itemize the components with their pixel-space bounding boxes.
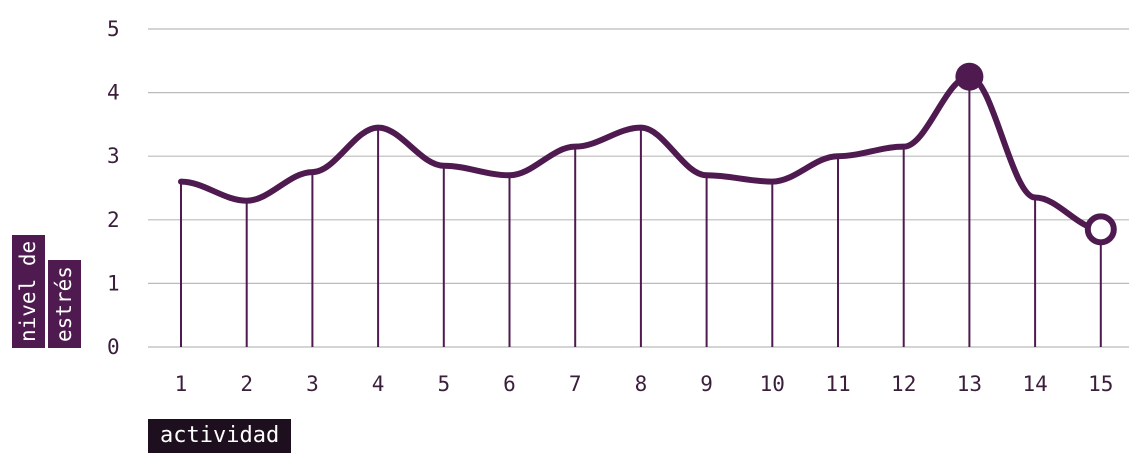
stem-lines — [180, 76, 1102, 347]
x-tick-label-13: 13 — [957, 372, 982, 396]
x-tick-label-10: 10 — [760, 372, 785, 396]
y-tick-label-5: 5 — [107, 17, 120, 41]
x-tick-label-6: 6 — [503, 372, 516, 396]
x-tick-label-5: 5 — [437, 372, 450, 396]
x-tick-label-8: 8 — [635, 372, 648, 396]
x-tick-label-15: 15 — [1088, 372, 1113, 396]
x-tick-label-1: 1 — [175, 372, 188, 396]
x-axis-ticks: 1 2 3 4 5 6 7 8 9 10 11 12 13 14 15 — [175, 372, 1114, 396]
y-tick-label-0: 0 — [107, 335, 120, 359]
y-tick-label-2: 2 — [107, 208, 120, 232]
x-axis-label: actividad — [148, 419, 292, 453]
x-tick-label-14: 14 — [1022, 372, 1047, 396]
y-axis-ticks: 0 1 2 3 4 5 — [107, 17, 120, 359]
x-tick-label-9: 9 — [700, 372, 713, 396]
y-tick-label-3: 3 — [107, 144, 120, 168]
x-tick-label-4: 4 — [372, 372, 385, 396]
point-markers — [955, 62, 1117, 246]
y-tick-label-1: 1 — [107, 271, 120, 295]
x-tick-label-7: 7 — [569, 372, 582, 396]
y-axis-label: nivel de estrés — [10, 190, 90, 350]
y-tick-label-4: 4 — [107, 81, 120, 105]
max-point-marker — [955, 62, 984, 91]
x-tick-label-3: 3 — [306, 372, 319, 396]
x-tick-label-2: 2 — [240, 372, 253, 396]
last-point-marker — [1084, 213, 1117, 246]
y-axis-label-line-1: nivel de — [12, 234, 45, 348]
x-tick-label-11: 11 — [825, 372, 850, 396]
y-axis-label-line-2: estrés — [48, 260, 81, 348]
x-tick-label-12: 12 — [891, 372, 916, 396]
